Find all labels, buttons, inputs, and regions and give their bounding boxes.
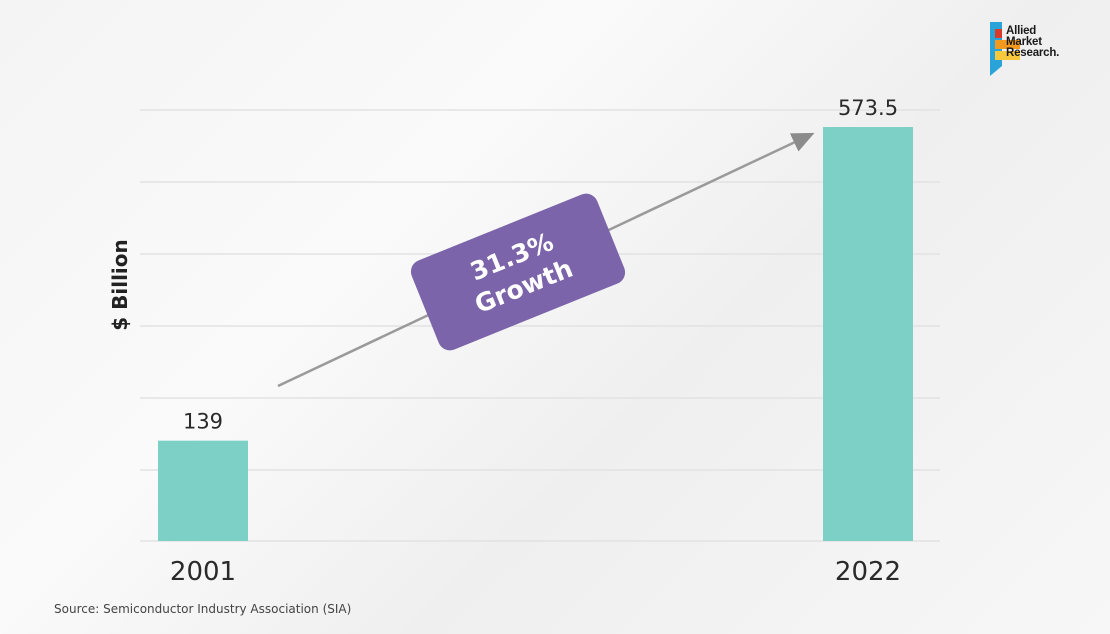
labels: 139 2001 573.5 2022 (170, 96, 901, 587)
logo-line-1: Allied (1006, 25, 1037, 37)
logo-text: Allied Market Research. (1006, 25, 1060, 59)
logo: Allied Market Research. (990, 22, 1090, 77)
x-tick-label-2022: 2022 (835, 557, 901, 587)
bars (158, 127, 913, 541)
data-label-2001: 139 (183, 410, 223, 434)
gridlines (140, 109, 940, 542)
source-note: Source: Semiconductor Industry Associati… (54, 602, 352, 616)
y-axis-label: $ Billion (108, 239, 132, 331)
logo-icon (990, 22, 1020, 76)
bar-2022 (823, 127, 913, 541)
x-tick-label-2001: 2001 (170, 557, 236, 587)
bar-2001 (158, 440, 248, 541)
logo-line-3: Research. (1006, 47, 1060, 59)
data-label-2022: 573.5 (838, 96, 898, 120)
logo-line-2: Market (1006, 36, 1042, 48)
